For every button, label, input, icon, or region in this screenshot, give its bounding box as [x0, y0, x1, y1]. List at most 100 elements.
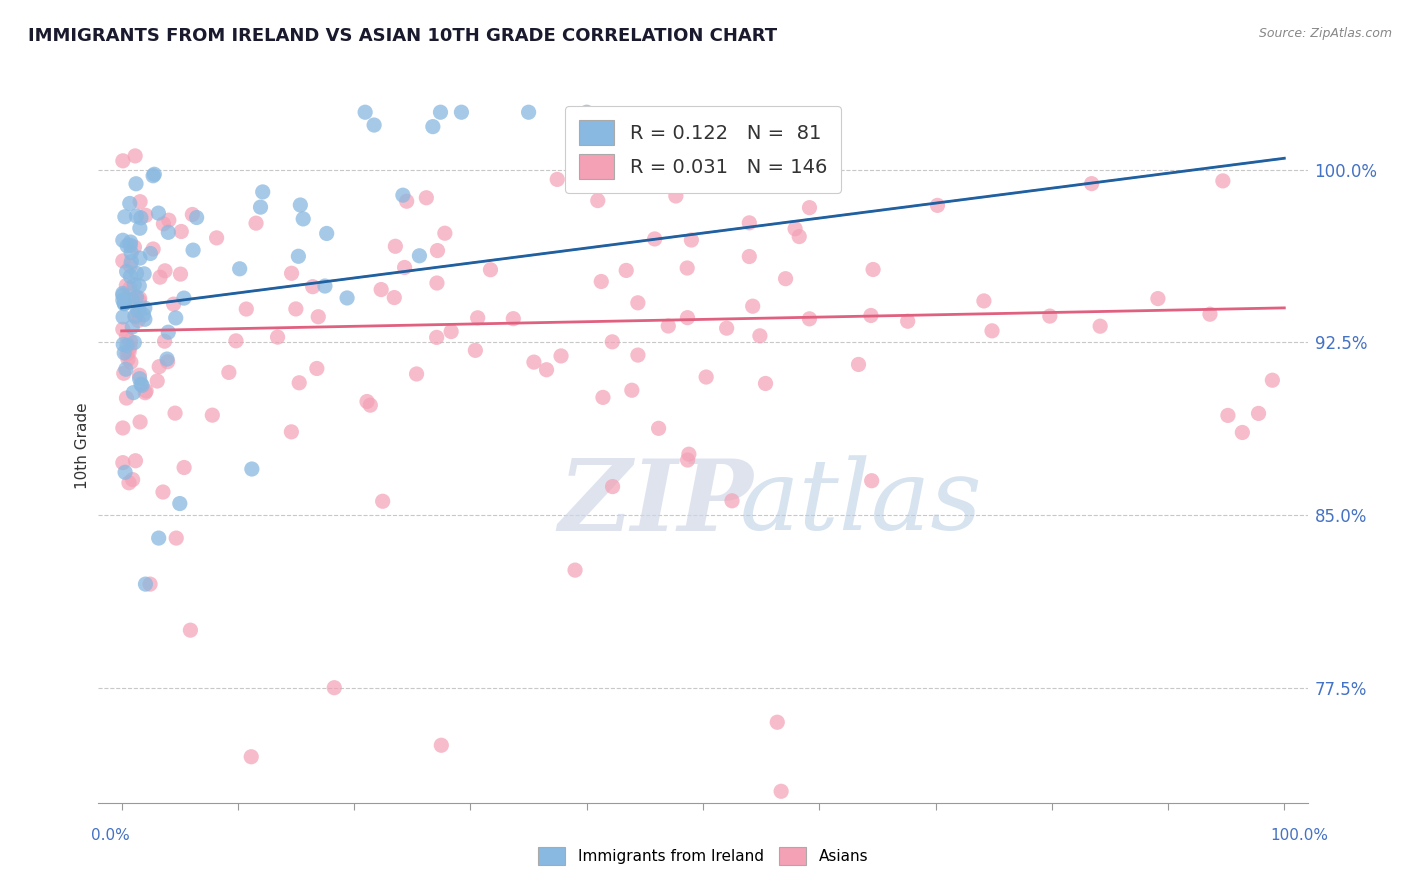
Point: [249, 200, 271, 214]
Point: [770, 784, 793, 798]
Point: [305, 361, 328, 376]
Point: [124, 309, 146, 323]
Point: [118, 475, 141, 490]
Point: [575, 105, 598, 120]
Point: [146, 374, 169, 388]
Point: [142, 169, 165, 183]
Point: [284, 301, 307, 316]
Point: [546, 172, 568, 186]
Point: [125, 209, 148, 223]
Point: [134, 301, 156, 315]
Point: [676, 310, 699, 325]
Point: [644, 232, 666, 246]
Point: [121, 473, 143, 487]
Point: [1039, 309, 1062, 323]
Point: [156, 355, 179, 369]
Point: [395, 194, 418, 209]
Point: [1088, 319, 1111, 334]
Point: [371, 494, 394, 508]
Point: [280, 266, 302, 280]
Point: [169, 267, 191, 281]
Point: [114, 210, 136, 224]
Point: [433, 226, 456, 240]
Point: [384, 239, 406, 253]
Point: [152, 217, 174, 231]
Point: [129, 211, 152, 225]
Point: [754, 376, 776, 391]
Point: [157, 325, 180, 339]
Point: [125, 290, 148, 304]
Point: [897, 314, 920, 328]
Point: [128, 293, 150, 308]
Point: [122, 385, 145, 400]
Point: [118, 345, 141, 359]
Point: [124, 277, 146, 292]
Point: [125, 266, 148, 280]
Point: [927, 198, 949, 212]
Point: [165, 406, 187, 420]
Point: [1199, 307, 1222, 321]
Point: [240, 749, 263, 764]
Point: [695, 370, 717, 384]
Point: [127, 313, 149, 327]
Point: [647, 421, 669, 435]
Point: [115, 264, 138, 278]
Point: [766, 715, 789, 730]
Point: [408, 249, 430, 263]
Point: [370, 283, 392, 297]
Point: [748, 328, 770, 343]
Point: [118, 340, 141, 354]
Point: [120, 269, 142, 284]
Point: [228, 261, 250, 276]
Point: [799, 201, 821, 215]
Point: [165, 310, 187, 325]
Point: [118, 196, 141, 211]
Point: [115, 239, 138, 253]
Point: [173, 291, 195, 305]
Point: [245, 216, 267, 230]
Y-axis label: 10th Grade: 10th Grade: [75, 402, 90, 490]
Point: [148, 531, 170, 545]
Point: [1247, 406, 1270, 420]
Point: [430, 738, 453, 752]
Point: [689, 140, 711, 154]
Point: [450, 105, 472, 120]
Point: [536, 363, 558, 377]
Point: [153, 334, 176, 349]
Point: [394, 260, 416, 275]
Point: [564, 563, 586, 577]
Point: [240, 462, 263, 476]
Point: [602, 479, 624, 493]
Point: [115, 278, 138, 293]
Point: [128, 278, 150, 293]
Point: [225, 334, 247, 348]
Point: [287, 249, 309, 263]
Point: [315, 227, 337, 241]
Point: [600, 334, 623, 349]
Point: [280, 425, 302, 439]
Point: [112, 337, 135, 351]
Point: [859, 309, 882, 323]
Point: [467, 310, 489, 325]
Point: [124, 292, 146, 306]
Text: ZIP: ZIP: [558, 455, 752, 551]
Point: [117, 352, 139, 367]
Point: [115, 362, 138, 376]
Point: [382, 291, 405, 305]
Point: [162, 297, 184, 311]
Point: [129, 194, 152, 209]
Point: [111, 233, 134, 247]
Point: [314, 279, 336, 293]
Point: [169, 497, 191, 511]
Point: [112, 346, 135, 360]
Point: [627, 348, 650, 362]
Point: [124, 240, 146, 254]
Point: [591, 275, 613, 289]
Point: [665, 189, 688, 203]
Point: [132, 308, 155, 322]
Point: [323, 681, 346, 695]
Text: 0.0%: 0.0%: [91, 828, 131, 843]
Point: [120, 334, 142, 349]
Point: [266, 330, 288, 344]
Point: [405, 367, 427, 381]
